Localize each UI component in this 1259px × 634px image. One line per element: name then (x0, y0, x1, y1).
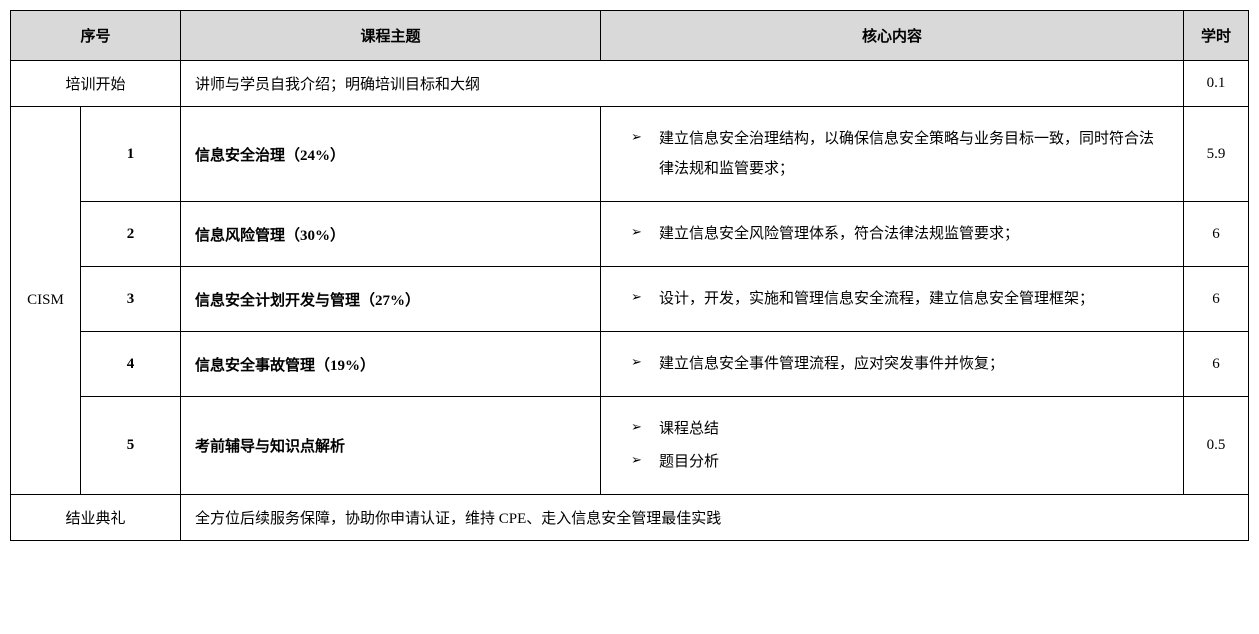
module-name: CISM (11, 107, 81, 495)
ceremony-description: 全方位后续服务保障，协助你申请认证，维持 CPE、走入信息安全管理最佳实践 (181, 495, 1249, 541)
header-content: 核心内容 (601, 11, 1184, 61)
content-cell: 课程总结题目分析 (601, 397, 1184, 495)
topic-cell: 信息安全治理（24%） (181, 107, 601, 202)
header-hours: 学时 (1184, 11, 1249, 61)
content-cell: 设计，开发，实施和管理信息安全流程，建立信息安全管理框架； (601, 267, 1184, 332)
seq-number: 2 (81, 202, 181, 267)
content-cell: 建立信息安全治理结构，以确保信息安全策略与业务目标一致，同时符合法律法规和监管要… (601, 107, 1184, 202)
topic-cell: 考前辅导与知识点解析 (181, 397, 601, 495)
hours-cell: 6 (1184, 332, 1249, 397)
topic-cell: 信息安全事故管理（19%） (181, 332, 601, 397)
course-row: CISM 1 信息安全治理（24%） 建立信息安全治理结构，以确保信息安全策略与… (11, 107, 1249, 202)
hours-cell: 6 (1184, 202, 1249, 267)
hours-cell: 5.9 (1184, 107, 1249, 202)
hours-cell: 6 (1184, 267, 1249, 332)
content-item: 建立信息安全风险管理体系，符合法律法规监管要求； (631, 219, 1165, 249)
course-row: 2 信息风险管理（30%） 建立信息安全风险管理体系，符合法律法规监管要求； 6 (11, 202, 1249, 267)
course-table: 序号 课程主题 核心内容 学时 培训开始 讲师与学员自我介绍；明确培训目标和大纲… (10, 10, 1249, 541)
content-item: 建立信息安全事件管理流程，应对突发事件并恢复； (631, 349, 1165, 379)
topic-cell: 信息安全计划开发与管理（27%） (181, 267, 601, 332)
course-row: 3 信息安全计划开发与管理（27%） 设计，开发，实施和管理信息安全流程，建立信… (11, 267, 1249, 332)
header-seq: 序号 (11, 11, 181, 61)
seq-number: 3 (81, 267, 181, 332)
header-topic: 课程主题 (181, 11, 601, 61)
content-cell: 建立信息安全风险管理体系，符合法律法规监管要求； (601, 202, 1184, 267)
intro-row: 培训开始 讲师与学员自我介绍；明确培训目标和大纲 0.1 (11, 61, 1249, 107)
content-item: 建立信息安全治理结构，以确保信息安全策略与业务目标一致，同时符合法律法规和监管要… (631, 124, 1165, 184)
header-row: 序号 课程主题 核心内容 学时 (11, 11, 1249, 61)
course-row: 4 信息安全事故管理（19%） 建立信息安全事件管理流程，应对突发事件并恢复； … (11, 332, 1249, 397)
seq-number: 5 (81, 397, 181, 495)
seq-number: 1 (81, 107, 181, 202)
intro-hours: 0.1 (1184, 61, 1249, 107)
topic-cell: 信息风险管理（30%） (181, 202, 601, 267)
ceremony-row: 结业典礼 全方位后续服务保障，协助你申请认证，维持 CPE、走入信息安全管理最佳… (11, 495, 1249, 541)
content-item: 课程总结 (631, 414, 1165, 444)
hours-cell: 0.5 (1184, 397, 1249, 495)
intro-label: 培训开始 (11, 61, 181, 107)
course-row: 5 考前辅导与知识点解析 课程总结题目分析 0.5 (11, 397, 1249, 495)
seq-number: 4 (81, 332, 181, 397)
content-item: 设计，开发，实施和管理信息安全流程，建立信息安全管理框架； (631, 284, 1165, 314)
ceremony-label: 结业典礼 (11, 495, 181, 541)
intro-description: 讲师与学员自我介绍；明确培训目标和大纲 (181, 61, 1184, 107)
content-item: 题目分析 (631, 447, 1165, 477)
content-cell: 建立信息安全事件管理流程，应对突发事件并恢复； (601, 332, 1184, 397)
